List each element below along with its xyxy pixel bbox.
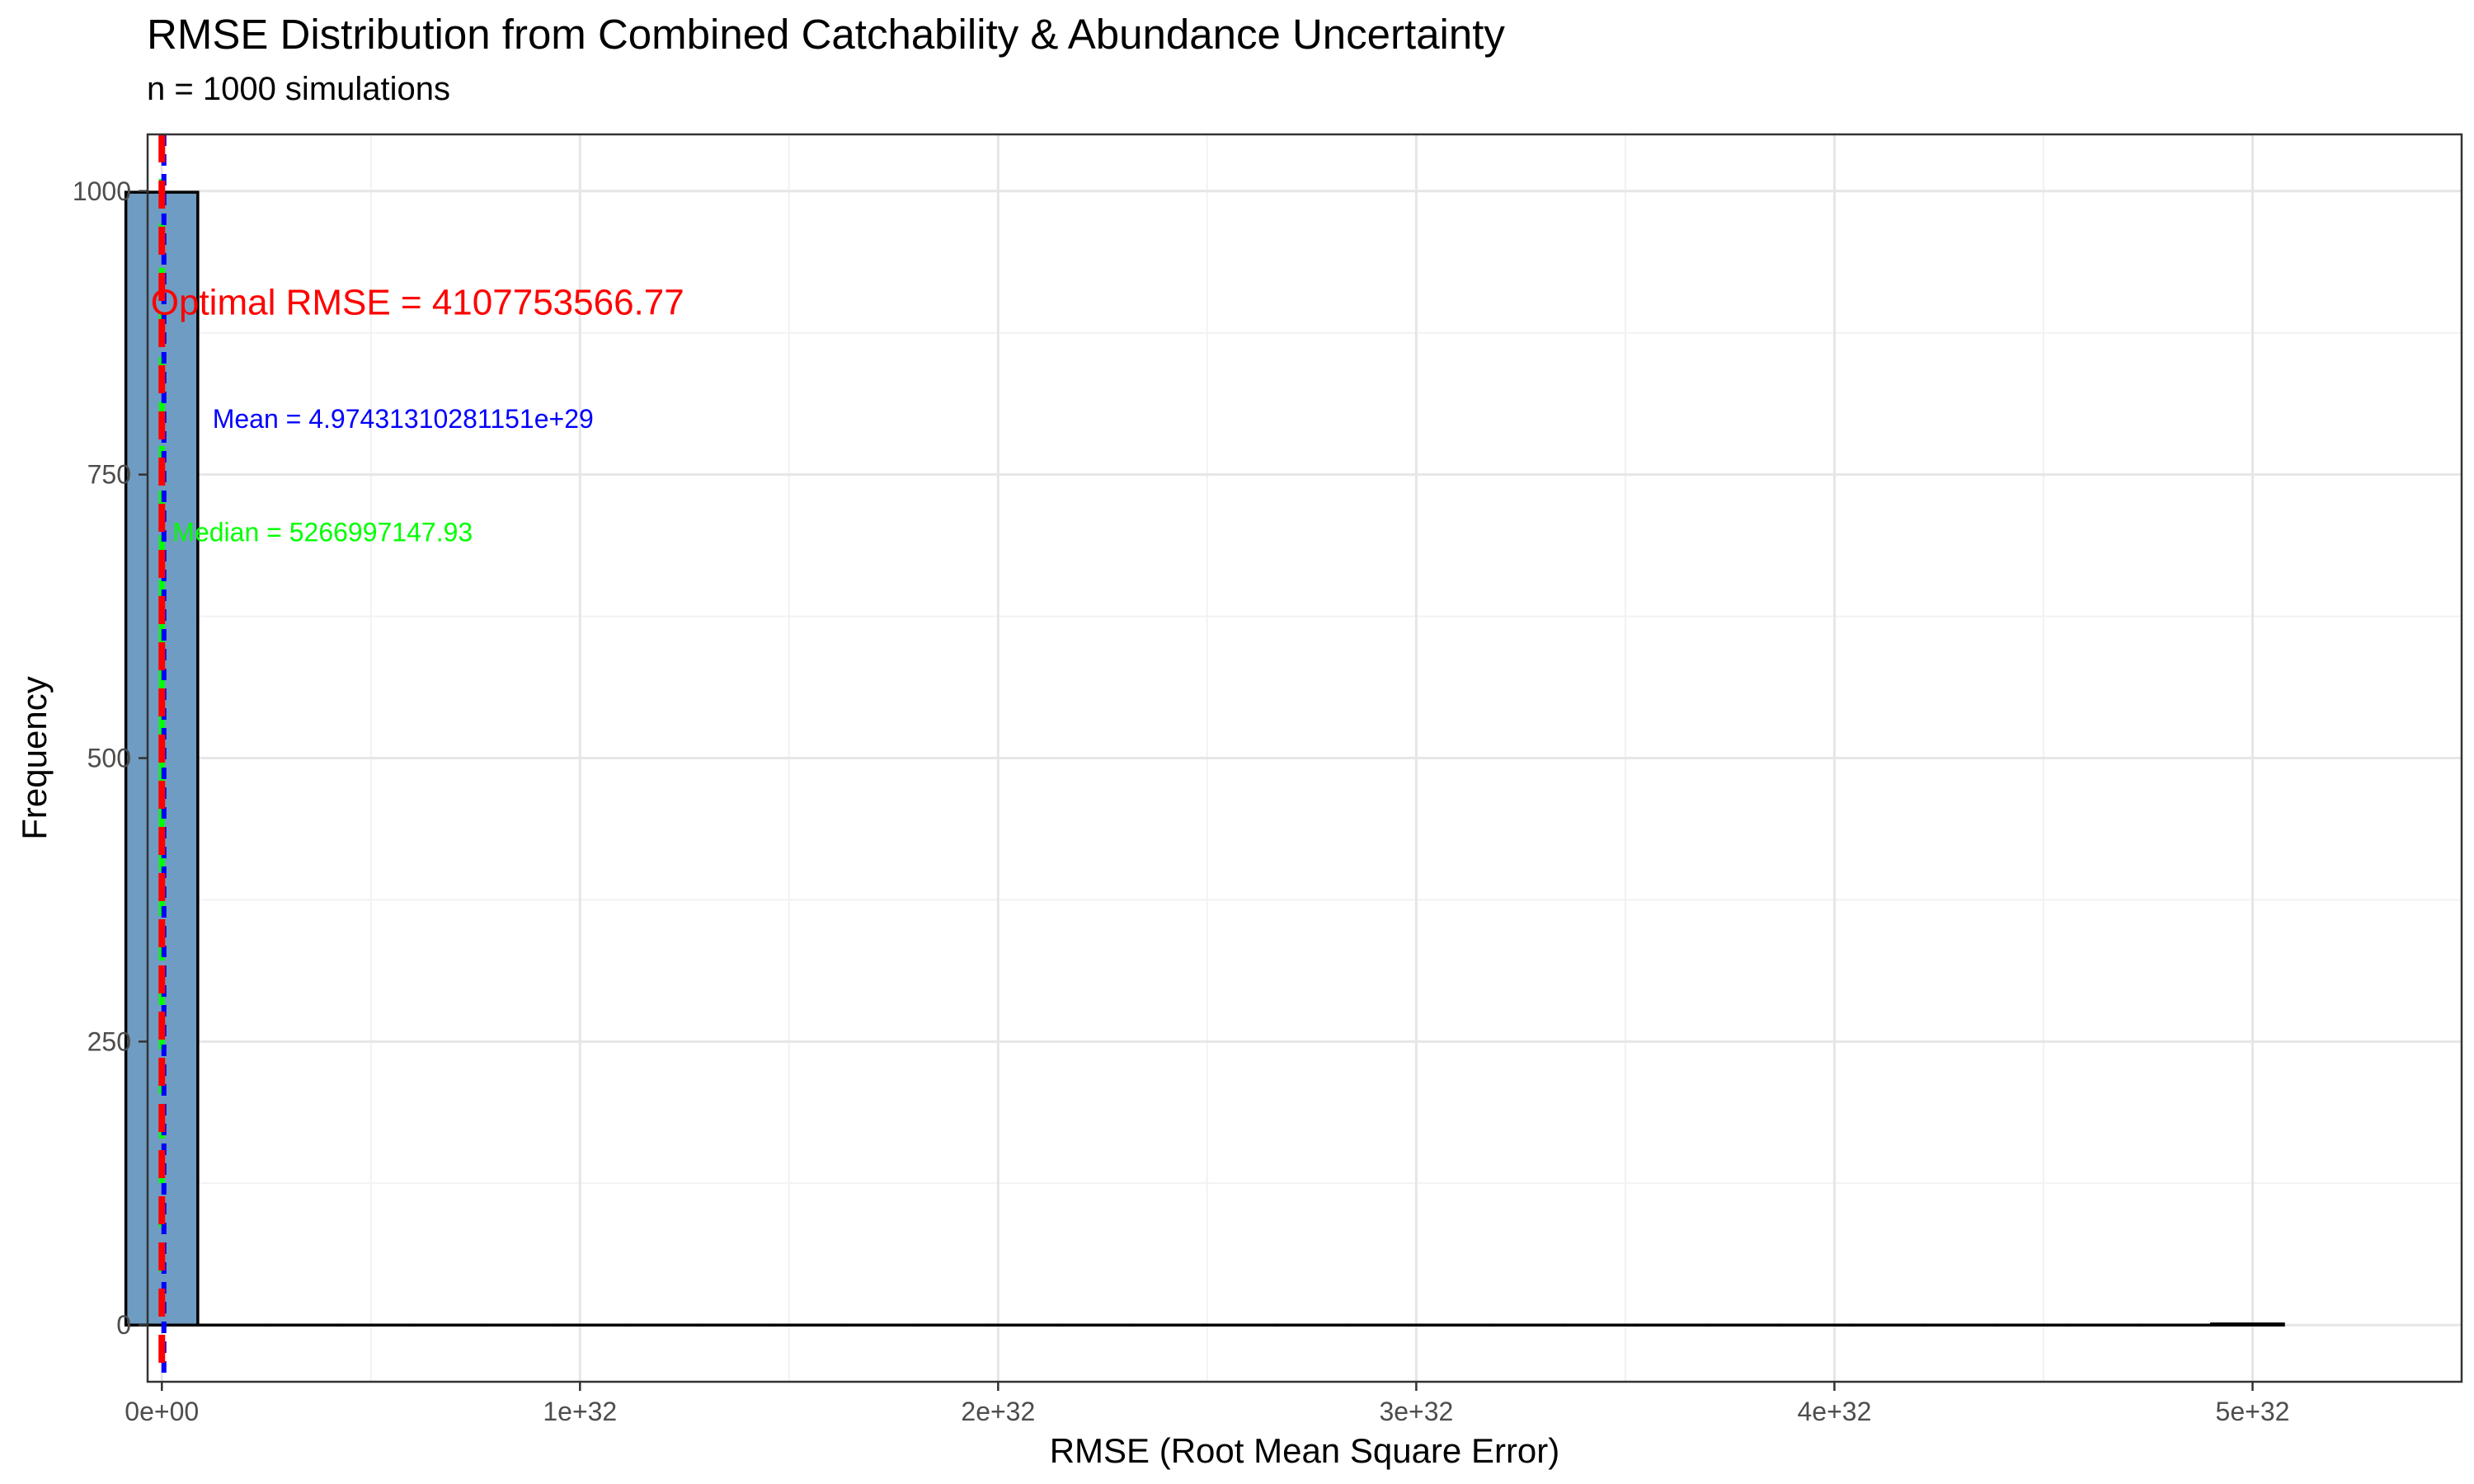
y-tick-label: 750 bbox=[87, 460, 131, 490]
y-tick-label: 0 bbox=[116, 1310, 131, 1340]
chart-title: RMSE Distribution from Combined Catchabi… bbox=[147, 11, 1505, 58]
x-tick-label: 3e+32 bbox=[1379, 1397, 1453, 1426]
annotation-median: Median = 5266997147.93 bbox=[172, 517, 473, 547]
y-tick-label: 1000 bbox=[73, 176, 131, 206]
x-tick-label: 5e+32 bbox=[2216, 1397, 2290, 1426]
y-tick-label: 250 bbox=[87, 1026, 131, 1056]
annotation-mean: Mean = 4.97431310281151e+29 bbox=[213, 404, 594, 434]
x-tick-label: 2e+32 bbox=[961, 1397, 1035, 1426]
annotation-optimal: Optimal RMSE = 4107753566.77 bbox=[151, 282, 684, 322]
chart-subtitle: n = 1000 simulations bbox=[147, 71, 451, 107]
x-tick-label: 0e+00 bbox=[125, 1397, 199, 1426]
y-tick-label: 500 bbox=[87, 744, 131, 773]
x-axis-label: RMSE (Root Mean Square Error) bbox=[1050, 1431, 1560, 1470]
x-tick-label: 1e+32 bbox=[543, 1397, 617, 1426]
histogram-bar bbox=[2210, 1322, 2285, 1327]
y-axis-label: Frequency bbox=[15, 676, 54, 839]
x-tick-label: 4e+32 bbox=[1797, 1397, 1871, 1426]
